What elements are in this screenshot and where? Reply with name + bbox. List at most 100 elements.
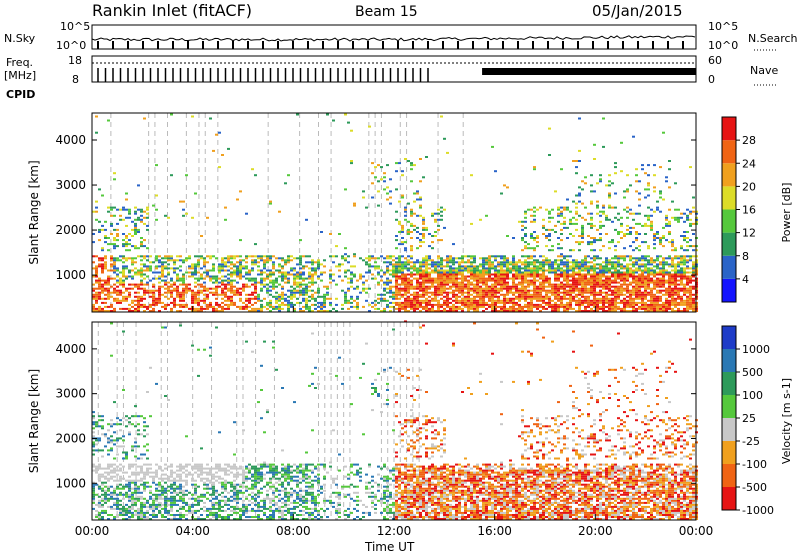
data-cell bbox=[440, 263, 443, 266]
data-cell bbox=[320, 271, 323, 274]
data-cell bbox=[617, 269, 620, 272]
data-cell bbox=[506, 186, 509, 189]
data-cell bbox=[269, 279, 272, 282]
data-cell bbox=[113, 475, 116, 478]
data-cell bbox=[356, 287, 359, 290]
data-cell bbox=[632, 289, 635, 292]
data-cell bbox=[233, 285, 236, 288]
data-cell bbox=[623, 305, 626, 308]
data-cell bbox=[527, 301, 530, 304]
data-cell bbox=[542, 305, 545, 308]
data-cell bbox=[125, 287, 128, 290]
data-cell bbox=[656, 279, 659, 282]
data-cell bbox=[581, 216, 584, 219]
data-cell bbox=[395, 277, 398, 280]
data-cell bbox=[572, 265, 575, 268]
data-cell bbox=[143, 421, 146, 424]
data-cell bbox=[467, 293, 470, 296]
data-cell bbox=[581, 269, 584, 272]
data-cell bbox=[590, 289, 593, 292]
data-cell bbox=[683, 271, 686, 274]
data-cell bbox=[404, 210, 407, 213]
data-cell bbox=[188, 267, 191, 270]
data-cell bbox=[425, 228, 428, 231]
data-cell bbox=[572, 269, 575, 272]
data-cell bbox=[224, 295, 227, 298]
data-cell bbox=[446, 261, 449, 264]
data-cell bbox=[686, 231, 689, 233]
data-cell bbox=[557, 265, 560, 268]
data-cell bbox=[458, 257, 461, 260]
data-cell bbox=[251, 310, 254, 312]
data-cell bbox=[119, 483, 122, 486]
data-cell bbox=[548, 210, 551, 213]
data-cell bbox=[614, 310, 617, 312]
data-cell bbox=[401, 303, 404, 306]
data-cell bbox=[650, 297, 653, 300]
data-cell bbox=[530, 289, 533, 292]
data-cell bbox=[413, 293, 416, 296]
data-cell bbox=[563, 307, 566, 310]
data-cell bbox=[335, 310, 338, 312]
data-cell bbox=[542, 277, 545, 280]
data-cell bbox=[554, 261, 557, 264]
data-cell bbox=[446, 273, 449, 276]
data-cell bbox=[407, 228, 410, 231]
data-cell bbox=[620, 271, 623, 274]
data-cell bbox=[482, 301, 485, 304]
data-cell bbox=[626, 269, 629, 272]
data-cell bbox=[656, 305, 659, 308]
data-cell bbox=[257, 295, 260, 298]
data-cell bbox=[128, 423, 131, 426]
data-cell bbox=[239, 190, 242, 193]
data-cell bbox=[290, 303, 293, 306]
data-cell bbox=[488, 295, 491, 298]
data-cell bbox=[155, 218, 158, 221]
data-cell bbox=[596, 206, 599, 209]
data-cell bbox=[140, 303, 143, 306]
data-cell bbox=[497, 279, 500, 282]
data-cell bbox=[215, 277, 218, 280]
data-cell bbox=[647, 184, 650, 187]
data-cell bbox=[632, 305, 635, 308]
data-cell bbox=[221, 289, 224, 292]
data-cell bbox=[422, 226, 425, 229]
data-cell bbox=[572, 287, 575, 290]
data-cell bbox=[179, 297, 182, 300]
data-cell bbox=[236, 293, 239, 296]
data-cell bbox=[296, 263, 299, 266]
data-cell bbox=[446, 271, 449, 274]
data-cell bbox=[650, 305, 653, 308]
data-cell bbox=[410, 285, 413, 288]
data-cell bbox=[134, 509, 137, 512]
data-cell bbox=[554, 310, 557, 312]
data-cell bbox=[626, 255, 629, 258]
data-cell bbox=[308, 285, 311, 288]
data-cell bbox=[566, 255, 569, 258]
data-cell bbox=[596, 279, 599, 282]
data-cell bbox=[524, 226, 527, 229]
data-cell bbox=[221, 301, 224, 304]
nsky-strip-frame bbox=[91, 24, 697, 50]
data-cell bbox=[281, 275, 284, 278]
data-cell bbox=[668, 186, 671, 189]
data-cell bbox=[569, 233, 572, 235]
data-cell bbox=[299, 263, 302, 266]
data-cell bbox=[452, 269, 455, 272]
data-cell bbox=[104, 445, 107, 448]
data-cell bbox=[584, 291, 587, 294]
data-cell bbox=[278, 310, 281, 312]
data-cell bbox=[257, 299, 260, 302]
data-cell bbox=[497, 295, 500, 298]
data-cell bbox=[137, 271, 140, 274]
data-cell bbox=[131, 445, 134, 448]
data-cell bbox=[428, 257, 431, 260]
data-cell bbox=[137, 491, 140, 494]
data-cell bbox=[416, 303, 419, 306]
data-cell bbox=[530, 220, 533, 223]
data-cell bbox=[137, 433, 140, 436]
data-cell bbox=[329, 275, 332, 278]
data-cell bbox=[215, 281, 218, 284]
data-cell bbox=[197, 255, 200, 258]
data-cell bbox=[290, 297, 293, 300]
